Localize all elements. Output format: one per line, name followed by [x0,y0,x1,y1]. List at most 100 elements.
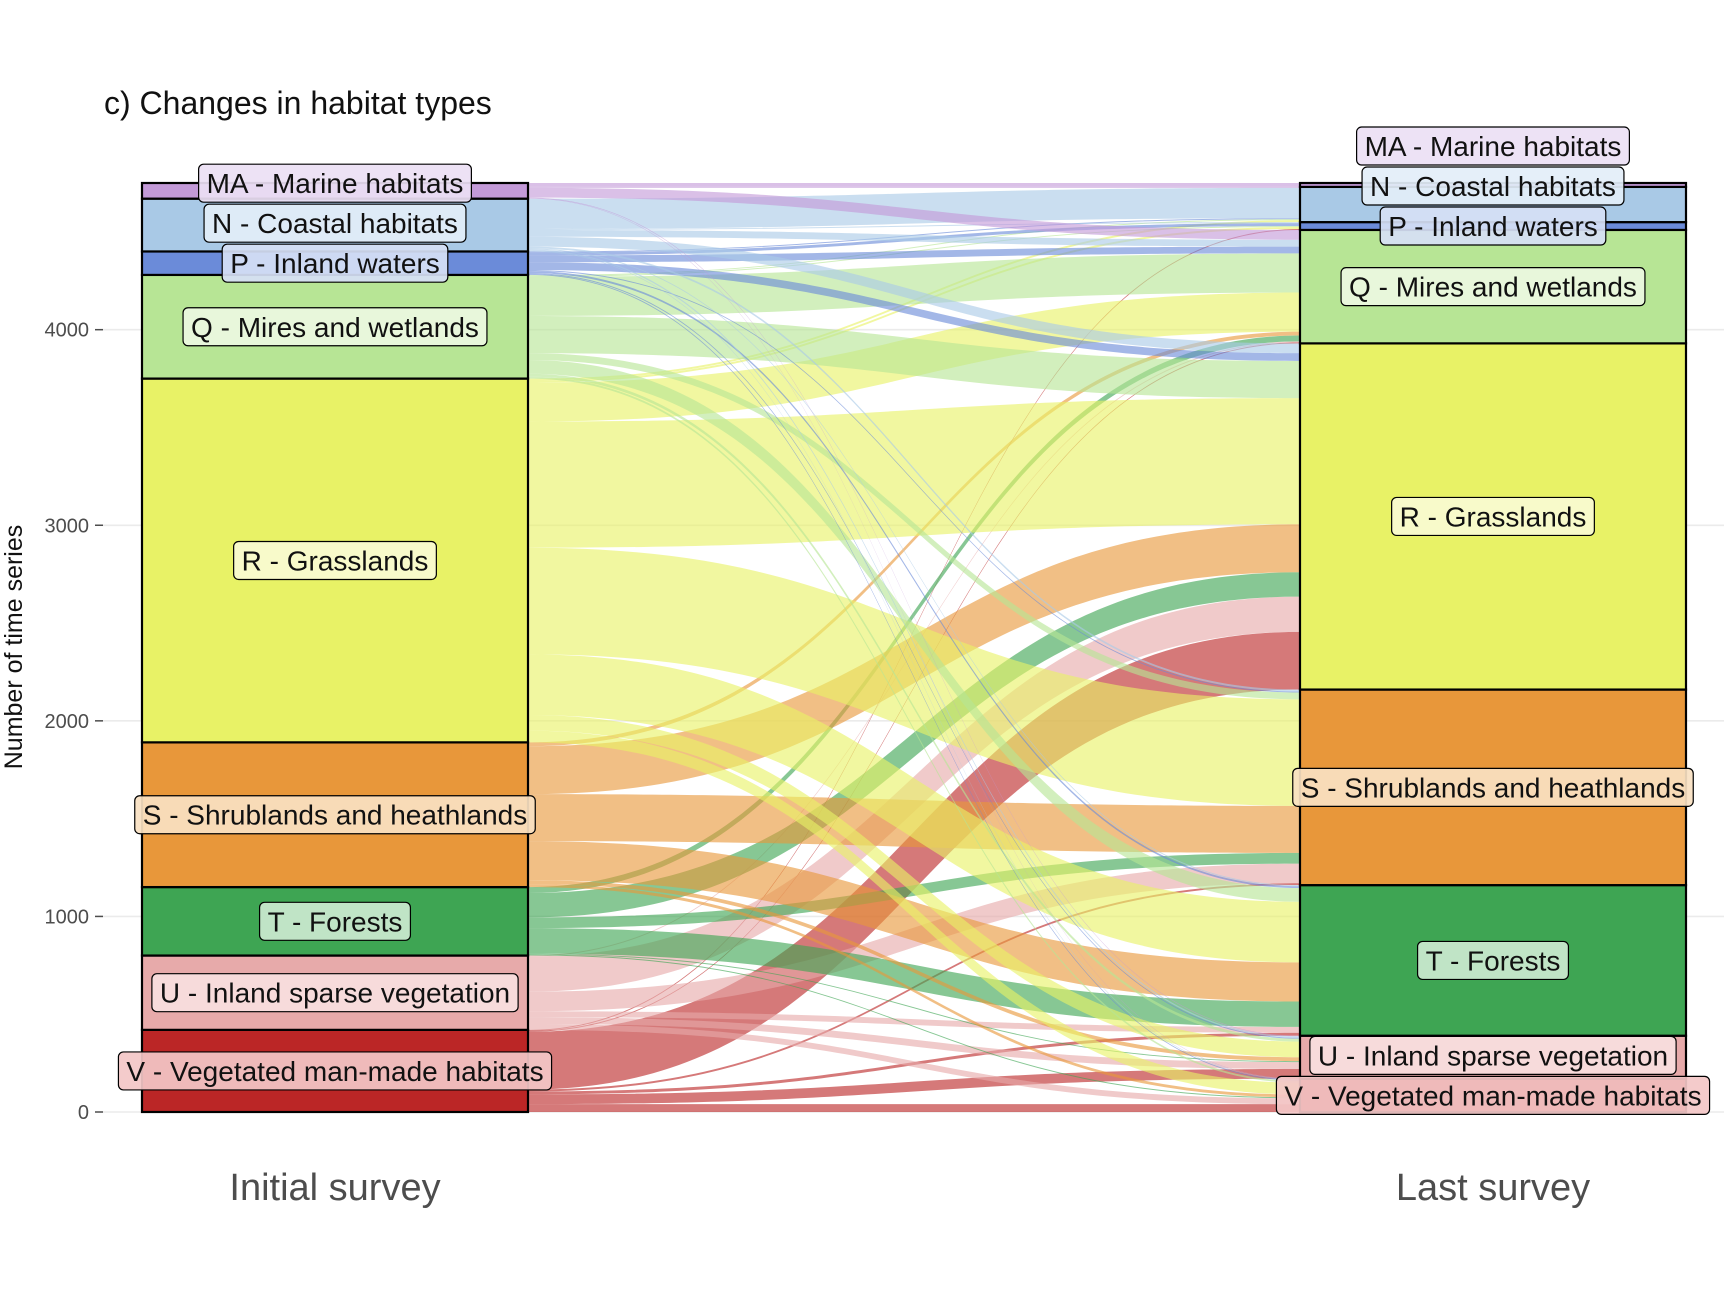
x-axis: Initial survey Last survey [229,1167,1590,1209]
stratum-label-text: U - Inland sparse vegetation [160,978,510,1009]
stratum-label-text: S - Shrublands and heathlands [143,800,528,831]
stratum-label-box [1309,1035,1677,1075]
flow-P-to-U [528,272,1300,1039]
last-label-Q: Q - Mires and wetlands [1340,267,1646,307]
flow-S-to-T [528,841,1300,1002]
flow-MA-to-V [528,198,1300,1080]
stratum-label-box [117,1051,553,1091]
stratum-label-box [1340,267,1646,307]
initial-label-S: S - Shrublands and heathlands [134,795,536,835]
flow-V-to-R [528,631,1300,1090]
y-tick-label: 4000 [45,320,90,342]
flow-V-to-U [528,1068,1300,1105]
last-label-T: T - Forests [1416,940,1570,981]
stratum-label-box [151,973,519,1013]
initial-label-P: P - Inland waters [221,243,449,283]
last-label-R: R - Grasslands [1391,496,1595,537]
flow-Q-to-Q [528,253,1300,316]
stratum-label-text: T - Forests [1426,945,1561,976]
initial-label-U: U - Inland sparse vegetation [151,973,519,1013]
node-labels-layer: V - Vegetated man-made habitats U - Inlan… [117,126,1711,1115]
flow-R-to-R [528,398,1300,548]
flow-P-to-S [528,270,1300,693]
stratum-label-box [134,795,536,835]
flow-R-to-P [528,227,1300,383]
flow-N-to-U [528,249,1300,1038]
stratum-label-box [1275,1075,1711,1115]
stratum-label-text: MA - Marine habitats [207,168,464,199]
stratum-label-text: P - Inland waters [1388,211,1598,242]
flow-Q-to-V [528,376,1300,1083]
stratum-label-box [221,243,449,283]
flow-MA-to-N [528,186,1300,188]
stratum-label-text: Q - Mires and wetlands [1349,272,1637,303]
initial-label-N: N - Coastal habitats [203,203,467,243]
stratum-label-text: R - Grasslands [1400,501,1587,532]
stratum-label-text: S - Shrublands and heathlands [1301,772,1686,803]
stratum-label-text: V - Vegetated man-made habitats [1284,1080,1701,1111]
y-axis: 0 1000 2000 3000 4000 [45,320,103,1124]
flow-P-to-T [528,271,1300,889]
stratum-label-box [233,540,437,581]
flow-U-to-T [528,1011,1300,1033]
flow-T-to-T [528,928,1300,1027]
stratum-label-text: U - Inland sparse vegetation [1318,1040,1668,1071]
flow-T-to-U [528,953,1300,1063]
stratum-label-box [1356,126,1630,166]
flow-R-to-V [528,730,1300,1095]
last-label-P: P - Inland waters [1379,206,1607,246]
flow-T-to-R [528,572,1300,918]
x-axis-label-0: Initial survey [229,1167,440,1209]
flow-N-to-S [528,246,1300,692]
flow-U-to-U [528,1017,1300,1069]
stratum-label-box [1361,166,1625,206]
flow-Q-to-N [528,219,1300,276]
flow-Q-to-U [528,373,1300,1042]
initial-label-R: R - Grasslands [233,540,437,581]
chart-title: c) Changes in habitat types [104,85,492,121]
flow-MA-to-Q [528,187,1300,240]
stratum-label-text: V - Vegetated man-made habitats [126,1056,543,1087]
stratum-label-box [1292,767,1694,807]
flow-N-to-T [528,248,1300,887]
last-label-N: N - Coastal habitats [1361,166,1625,206]
stratum-label-text: MA - Marine habitats [1365,131,1622,162]
flow-Q-to-S [528,353,1300,700]
stratum-label-text: T - Forests [268,906,403,937]
initial-label-T: T - Forests [258,901,412,941]
flow-P-to-R [528,262,1300,361]
stratum-label-box [258,901,412,941]
flow-S-to-Q [528,331,1300,747]
initial-label-MA: MA - Marine habitats [198,163,472,203]
flow-P-to-Q [528,246,1300,263]
flow-N-to-Q [528,229,1300,247]
last-label-S: S - Shrublands and heathlands [1292,767,1694,807]
flow-Q-to-T [528,359,1300,902]
flow-N-to-V [528,250,1300,1080]
flow-P-to-V [528,273,1300,1081]
flow-V-to-V [528,1104,1300,1112]
stratum-label-box [1379,206,1607,246]
flows-layer [528,183,1300,1112]
last-label-V: V - Vegetated man-made habitats [1275,1075,1711,1115]
x-axis-label-1: Last survey [1396,1167,1590,1209]
y-tick-label: 3000 [45,515,90,537]
y-tick-label: 1000 [45,906,90,928]
stratum-label-text: Q - Mires and wetlands [191,312,479,343]
flow-S-to-V [528,884,1300,1098]
last-label-U: U - Inland sparse vegetation [1309,1035,1677,1075]
flow-MA-to-MA [528,183,1300,187]
flow-R-to-T [528,654,1300,963]
flow-N-to-P [528,222,1300,230]
stratum-label-text: N - Coastal habitats [1370,171,1616,202]
stratum-label-box [198,163,472,203]
y-tick-label: 0 [78,1102,89,1124]
flow-R-to-U [528,714,1300,1058]
flow-T-to-V [528,954,1300,1099]
stratum-label-box [1416,940,1570,981]
flow-T-to-Q [528,335,1300,893]
initial-label-Q: Q - Mires and wetlands [182,307,488,347]
stratum-label-box [182,307,488,347]
last-label-MA: MA - Marine habitats [1356,126,1630,166]
